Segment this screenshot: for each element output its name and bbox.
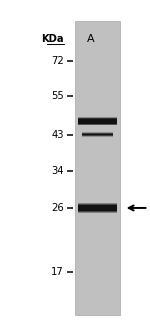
Text: 34: 34 (51, 166, 64, 176)
Bar (78, 211, 117, 212)
Bar (78, 209, 117, 210)
Bar (78, 120, 117, 121)
Bar (78, 210, 117, 211)
Bar (78, 204, 117, 205)
Text: 72: 72 (51, 56, 64, 66)
Bar (78, 119, 117, 120)
Bar (78, 118, 117, 119)
Bar (78, 121, 117, 122)
Bar (78, 117, 117, 118)
Text: KDa: KDa (41, 34, 64, 44)
Bar (78, 124, 117, 125)
Text: 26: 26 (51, 203, 64, 213)
Bar (78, 123, 117, 124)
Text: 17: 17 (51, 267, 64, 277)
Bar (78, 203, 117, 204)
Bar (78, 206, 117, 207)
Bar (78, 207, 117, 208)
Bar (78, 212, 117, 213)
Bar (78, 208, 117, 209)
Bar (75, 21, 120, 315)
Text: 55: 55 (51, 91, 64, 101)
Text: 43: 43 (51, 129, 64, 140)
Bar (78, 122, 117, 123)
Text: A: A (87, 34, 94, 44)
Bar (78, 205, 117, 206)
